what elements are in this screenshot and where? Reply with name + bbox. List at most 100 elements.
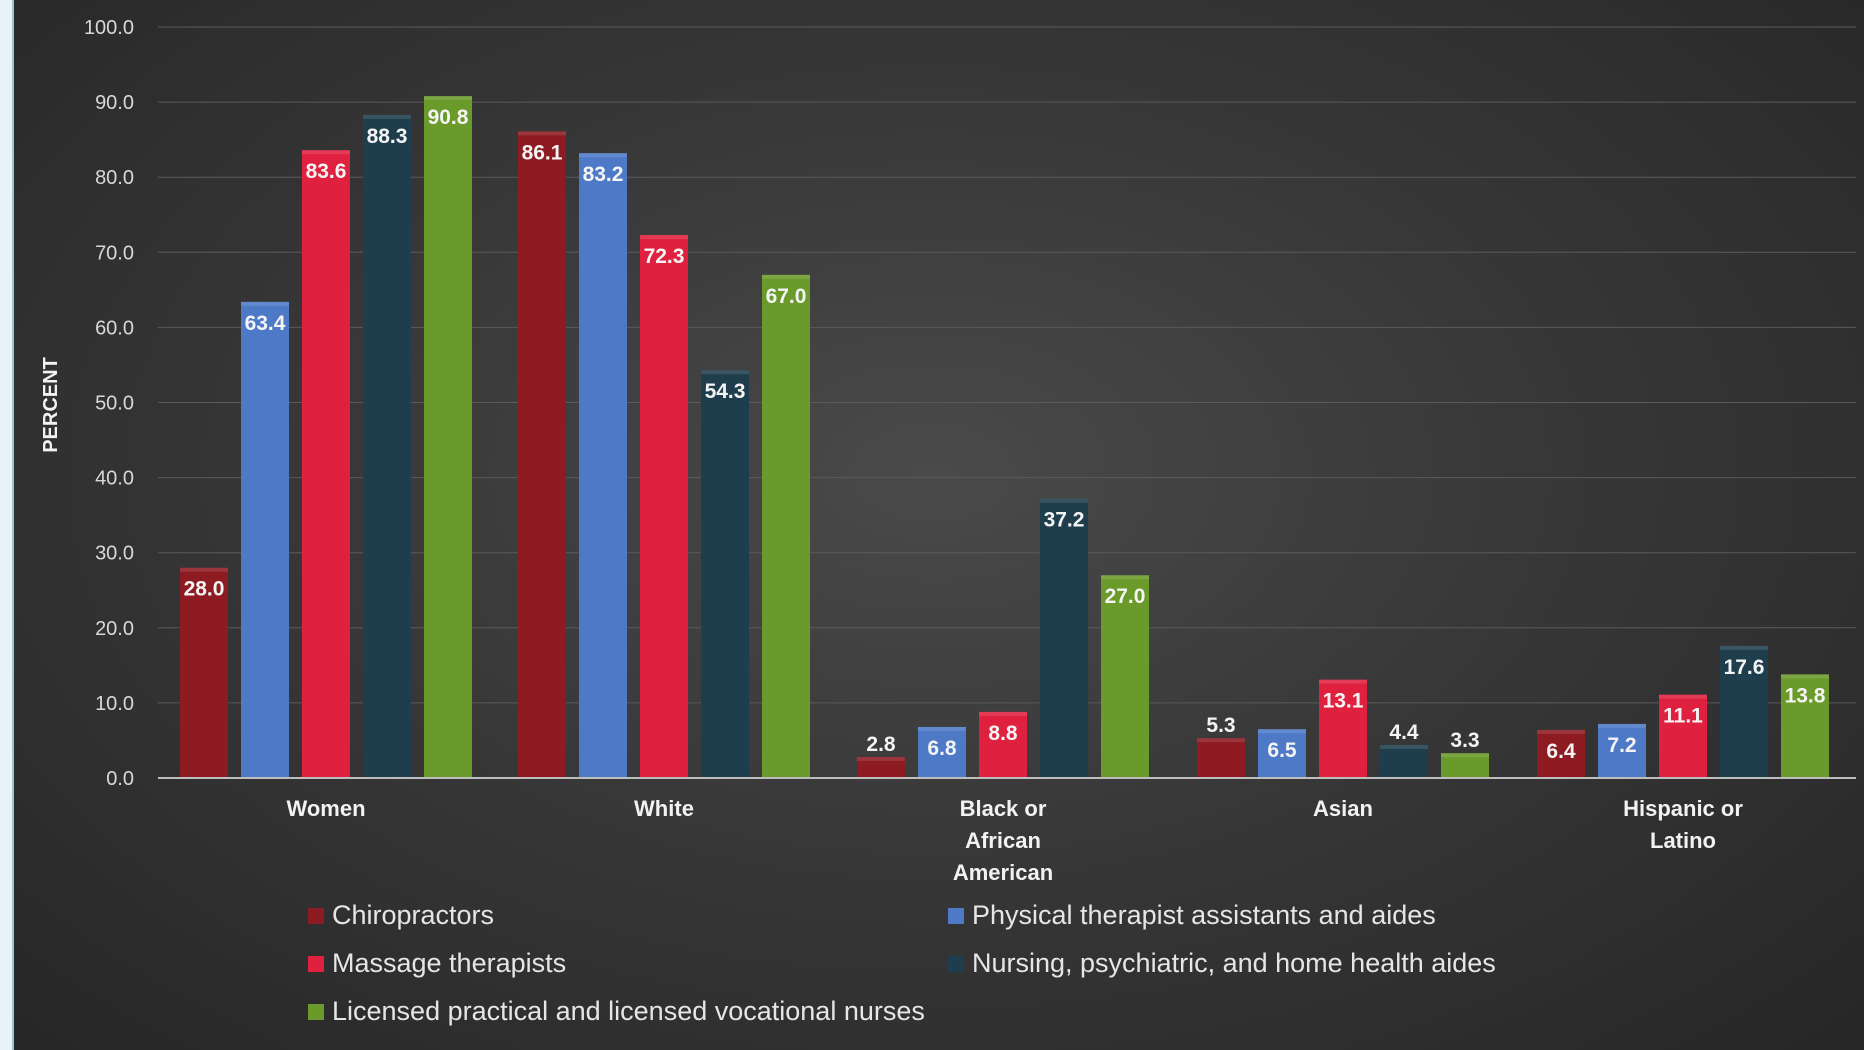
legend-label: Licensed practical and licensed vocation… bbox=[332, 996, 925, 1026]
bar-highlight bbox=[979, 711, 1027, 716]
bar bbox=[363, 114, 411, 778]
bar-highlight bbox=[424, 96, 472, 101]
data-label: 8.8 bbox=[988, 722, 1018, 745]
legend-item: Chiropractors bbox=[308, 900, 494, 931]
legend-label: Chiropractors bbox=[332, 900, 495, 930]
y-axis-ticks: 0.0 10.0 20.0 30.0 40.0 50.0 60.0 70.0 80.0 90.0 1… bbox=[84, 17, 134, 790]
legend-label: Physical therapist assistants and aides bbox=[972, 900, 1436, 930]
data-label: 37.2 bbox=[1044, 509, 1085, 532]
bar bbox=[1258, 729, 1306, 778]
bar bbox=[1319, 679, 1367, 778]
data-label: 28.0 bbox=[184, 578, 225, 601]
bar-highlight bbox=[1537, 729, 1585, 734]
data-label: 86.1 bbox=[522, 141, 563, 164]
category-label: Asian bbox=[1313, 796, 1373, 821]
y-tick-label: 70.0 bbox=[95, 242, 134, 264]
bar bbox=[241, 301, 289, 778]
y-tick-label: 80.0 bbox=[95, 167, 134, 189]
data-label: 6.8 bbox=[927, 737, 957, 760]
legend-item: Massage therapists bbox=[308, 948, 566, 979]
legend-item: Nursing, psychiatric, and home health ai… bbox=[948, 948, 1496, 979]
legend-swatch bbox=[948, 955, 964, 972]
y-tick-label: 100.0 bbox=[84, 17, 134, 39]
data-label: 6.5 bbox=[1267, 739, 1297, 762]
bar-highlight bbox=[640, 235, 688, 240]
data-label: 83.6 bbox=[306, 160, 347, 183]
data-labels: 28.0 63.4 83.6 88.3 90.8 86.1 83.2 72.3 54.3 67.0… bbox=[184, 106, 1826, 763]
bar-highlight bbox=[302, 150, 350, 155]
data-label: 63.4 bbox=[245, 312, 286, 335]
legend: Chiropractors Physical therapist assistan… bbox=[308, 900, 1628, 1040]
bar bbox=[979, 711, 1027, 778]
y-tick-label: 50.0 bbox=[95, 393, 134, 415]
data-label: 54.3 bbox=[705, 380, 746, 403]
bar bbox=[640, 235, 688, 779]
bar-highlight bbox=[180, 567, 228, 572]
y-tick-label: 0.0 bbox=[106, 768, 134, 790]
bars bbox=[180, 96, 1829, 779]
bar-highlight bbox=[1598, 723, 1646, 728]
bar bbox=[1101, 575, 1149, 778]
x-axis-category-labels: Women White Black or African American Asian Hi… bbox=[286, 796, 1743, 885]
legend-swatch bbox=[308, 1003, 324, 1020]
legend-swatch bbox=[308, 907, 324, 924]
bar-highlight bbox=[1380, 744, 1428, 749]
page-left-border bbox=[0, 0, 14, 1050]
bar bbox=[1781, 674, 1829, 778]
data-label: 83.2 bbox=[583, 163, 624, 186]
data-label: 17.6 bbox=[1724, 656, 1765, 679]
bar-highlight bbox=[701, 370, 749, 375]
bar-highlight bbox=[762, 274, 810, 279]
category-label: Women bbox=[286, 796, 365, 821]
data-label: 3.3 bbox=[1450, 729, 1479, 752]
bar-highlight bbox=[1319, 679, 1367, 684]
data-label: 88.3 bbox=[367, 125, 408, 148]
bar bbox=[1598, 723, 1646, 778]
data-label: 13.1 bbox=[1323, 690, 1364, 713]
bar-highlight bbox=[1781, 674, 1829, 679]
legend-label: Nursing, psychiatric, and home health ai… bbox=[972, 948, 1496, 978]
data-label: 4.4 bbox=[1389, 721, 1419, 744]
legend-swatch bbox=[948, 907, 964, 924]
data-label: 7.2 bbox=[1607, 734, 1636, 757]
bar bbox=[1441, 753, 1489, 778]
bar-highlight bbox=[363, 114, 411, 119]
y-tick-label: 30.0 bbox=[95, 543, 134, 565]
y-tick-label: 40.0 bbox=[95, 468, 134, 490]
bar-highlight bbox=[1101, 575, 1149, 580]
bar bbox=[701, 370, 749, 778]
category-label: Black or African American bbox=[953, 796, 1053, 885]
data-label: 6.4 bbox=[1546, 740, 1576, 763]
bar bbox=[302, 150, 350, 778]
bar bbox=[1040, 498, 1088, 778]
bar bbox=[1380, 744, 1428, 778]
bar bbox=[762, 274, 810, 778]
category-label: Hispanic or Latino bbox=[1623, 796, 1743, 853]
bar-highlight bbox=[518, 131, 566, 136]
legend-item: Licensed practical and licensed vocation… bbox=[308, 996, 925, 1027]
bar bbox=[1537, 729, 1585, 778]
data-label: 27.0 bbox=[1105, 585, 1146, 608]
data-label: 90.8 bbox=[428, 106, 469, 129]
bar-highlight bbox=[1040, 498, 1088, 503]
data-label: 2.8 bbox=[866, 733, 896, 756]
bar bbox=[1659, 694, 1707, 778]
bar-highlight bbox=[1659, 694, 1707, 699]
legend-label: Massage therapists bbox=[332, 948, 567, 978]
y-tick-label: 60.0 bbox=[95, 317, 134, 339]
data-label: 11.1 bbox=[1663, 705, 1703, 728]
bar bbox=[180, 567, 228, 778]
bar bbox=[1720, 645, 1768, 778]
bar-highlight bbox=[1441, 753, 1489, 758]
bar-highlight bbox=[857, 756, 905, 761]
data-label: 72.3 bbox=[644, 245, 685, 268]
bar-highlight bbox=[1258, 729, 1306, 734]
data-label: 13.8 bbox=[1785, 684, 1826, 707]
bar-highlight bbox=[241, 301, 289, 306]
y-tick-label: 20.0 bbox=[95, 618, 134, 640]
y-tick-label: 10.0 bbox=[95, 693, 134, 715]
bar bbox=[857, 756, 905, 778]
y-tick-label: 90.0 bbox=[95, 92, 134, 114]
